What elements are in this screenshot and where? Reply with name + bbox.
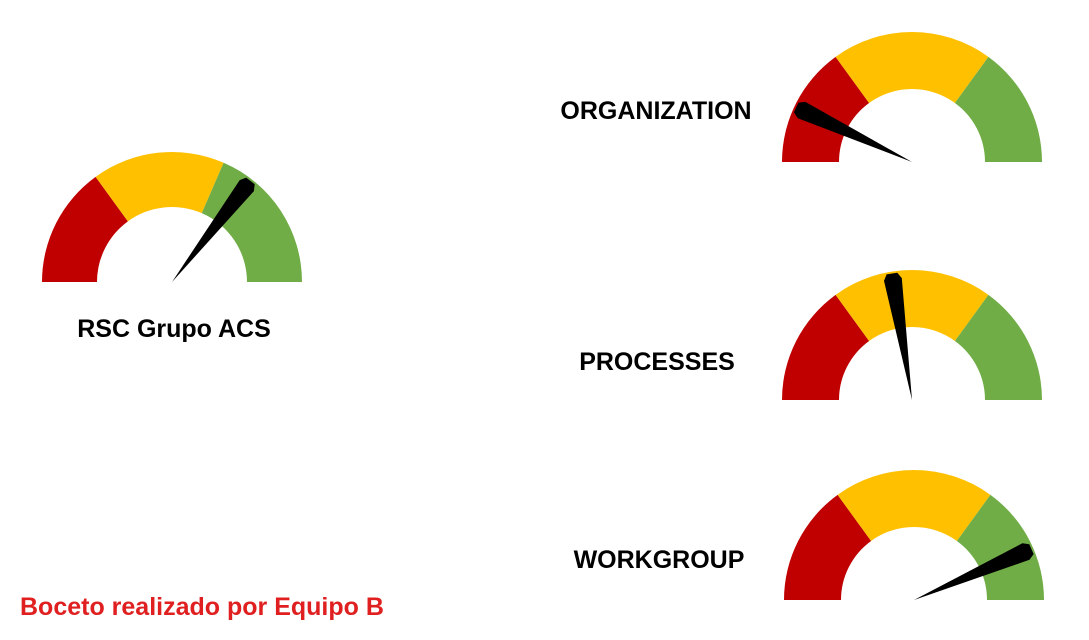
gauge-band-yellow [837,470,991,541]
gauge-needle-shape [793,101,912,162]
gauge-needle [884,272,912,400]
gauge-needle-shape [884,272,912,400]
gauge-needle [793,101,912,162]
gauge-band-green [954,56,1042,162]
gauge-needle [172,177,255,282]
gauge-band-yellow [835,31,989,103]
gauge-band-yellow [95,152,224,222]
gauge-bands [782,269,1042,400]
gauge-processes: PROCESSES [579,269,1042,400]
gauge-needle-shape [172,177,255,282]
gauge-rsc-grupo-acs: RSC Grupo ACS [42,152,302,343]
gauge-needle [914,543,1034,600]
gauge-title-organization: ORGANIZATION [560,97,751,125]
gauge-bands [42,152,302,282]
gauge-band-red [782,56,870,162]
gauge-organization: ORGANIZATION [560,31,1042,162]
gauge-needle-shape [914,543,1034,600]
gauge-workgroup: WORKGROUP [574,470,1044,600]
gauge-band-yellow [835,269,989,341]
gauge-band-red [42,176,128,282]
gauge-band-red [784,494,872,600]
gauge-title-workgroup: WORKGROUP [574,546,745,574]
gauge-band-red [782,294,870,400]
gauge-bands [784,470,1044,600]
gauge-title-rsc-grupo-acs: RSC Grupo ACS [77,315,271,343]
gauge-band-green [201,162,302,282]
caption-text: Boceto realizado por Equipo B [20,593,384,621]
gauge-band-green [954,294,1042,400]
gauge-band-green [956,494,1044,600]
gauge-title-processes: PROCESSES [579,348,735,376]
gauge-bands [782,31,1042,162]
